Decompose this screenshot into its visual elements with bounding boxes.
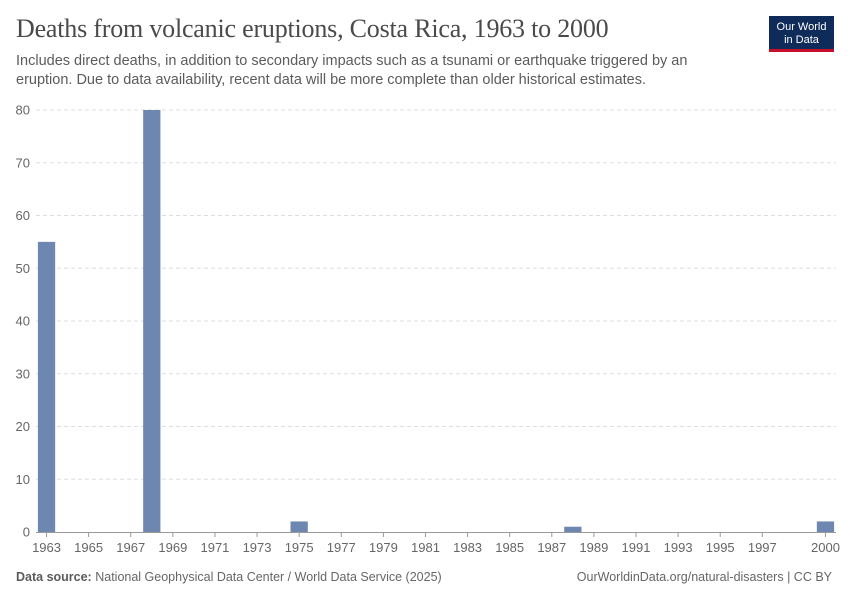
y-tick-label: 30 [16, 366, 30, 381]
x-tick-label: 1965 [74, 540, 103, 555]
x-tick-label: 1981 [411, 540, 440, 555]
y-tick-label: 70 [16, 155, 30, 170]
y-tick-label: 60 [16, 208, 30, 223]
y-tick-label: 80 [16, 103, 30, 118]
x-axis: 1963 1965 1967 1969 1971 1973 1975 1977 1979 1981… [32, 532, 840, 555]
x-tick-label: 1975 [285, 540, 314, 555]
bar-1975[interactable] [290, 521, 308, 532]
x-tick-label: 1983 [453, 540, 482, 555]
logo-line-1: Our World [776, 21, 827, 33]
x-tick-label: 1979 [369, 540, 398, 555]
x-tick-label: 1971 [200, 540, 229, 555]
x-tick-label: 1993 [664, 540, 693, 555]
chart-subtitle: Includes direct deaths, in addition to s… [16, 53, 688, 88]
x-tick-label: 1991 [622, 540, 651, 555]
bar-1968[interactable] [143, 110, 161, 532]
bar-1988[interactable] [564, 526, 582, 532]
data-source-label: Data source: [16, 570, 92, 584]
owid-logo[interactable]: Our World in Data [769, 16, 834, 52]
x-tick-label: 1985 [495, 540, 524, 555]
y-tick-label: 20 [16, 419, 30, 434]
bar-2000[interactable] [816, 521, 835, 532]
logo-line-2: in Data [784, 33, 819, 46]
grid-lines [36, 109, 836, 480]
x-tick-label: 1987 [537, 540, 566, 555]
y-tick-label: 0 [23, 525, 30, 540]
x-tick-label: 1977 [327, 540, 356, 555]
y-tick-label: 50 [16, 261, 30, 276]
x-tick-label: 1989 [579, 540, 608, 555]
chart-title: Deaths from volcanic eruptions, Costa Ri… [16, 14, 609, 43]
x-tick-label: 1969 [158, 540, 187, 555]
data-source: Data source: National Geophysical Data C… [16, 570, 442, 584]
x-tick-label: 1997 [748, 540, 777, 555]
x-tick-label: 1967 [116, 540, 145, 555]
y-tick-label: 10 [16, 472, 30, 487]
y-axis-ticks: 0 10 20 30 40 50 60 70 80 [16, 103, 30, 540]
y-tick-label: 40 [16, 314, 30, 329]
bar-1963[interactable] [37, 241, 56, 532]
x-tick-label: 2000 [811, 540, 840, 555]
data-source-link[interactable]: National Geophysical Data Center / World… [95, 570, 442, 584]
x-tick-label: 1963 [32, 540, 61, 555]
footer-url[interactable]: OurWorldinData.org/natural-disasters | C… [576, 570, 832, 584]
x-tick-label: 1973 [243, 540, 272, 555]
bars [37, 110, 835, 532]
x-tick-label: 1995 [706, 540, 735, 555]
